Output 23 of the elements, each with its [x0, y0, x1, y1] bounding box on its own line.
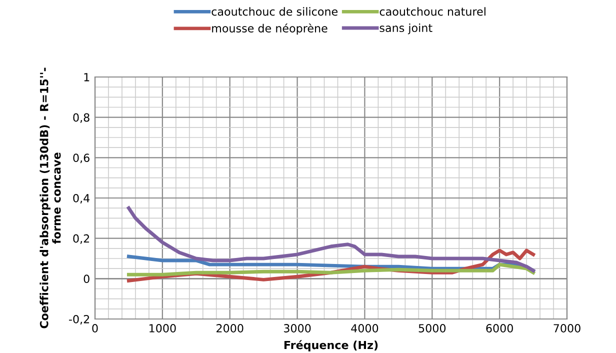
y-tick-label: 0,8 [73, 113, 90, 123]
y-tick-label: 0 [84, 274, 90, 284]
x-tick-label: 5000 [418, 324, 446, 332]
y-tick-label: -0,2 [69, 314, 90, 325]
x-tick-label: 1000 [150, 324, 176, 332]
x-tick-label: 6000 [486, 324, 513, 332]
y-tick-label: 0,6 [73, 154, 90, 164]
x-tick-label: 3000 [284, 324, 311, 332]
y-tick-label: 0,2 [73, 234, 90, 244]
x-tick-label: 2000 [216, 324, 244, 332]
line-series [126, 262, 536, 276]
x-axis-title: Fréquence (Hz) [284, 340, 378, 352]
y-tick-label: 0,4 [73, 194, 90, 204]
y-tick-label: 1 [84, 73, 90, 82]
legend-label: sans joint [380, 23, 432, 34]
line-series [126, 206, 536, 272]
legend-label: caoutchouc de silicone [212, 7, 338, 16]
x-tick-label: 7000 [554, 324, 580, 332]
y-axis-title: Coefficient d'absorption (130dB) - R=15''- forme concave [40, 68, 61, 328]
legend-label: caoutchouc naturel [380, 7, 486, 16]
x-tick-label: 4000 [351, 324, 378, 332]
x-tick-label: 0 [92, 324, 98, 332]
legend-label: mousse de néoprène [212, 23, 328, 35]
